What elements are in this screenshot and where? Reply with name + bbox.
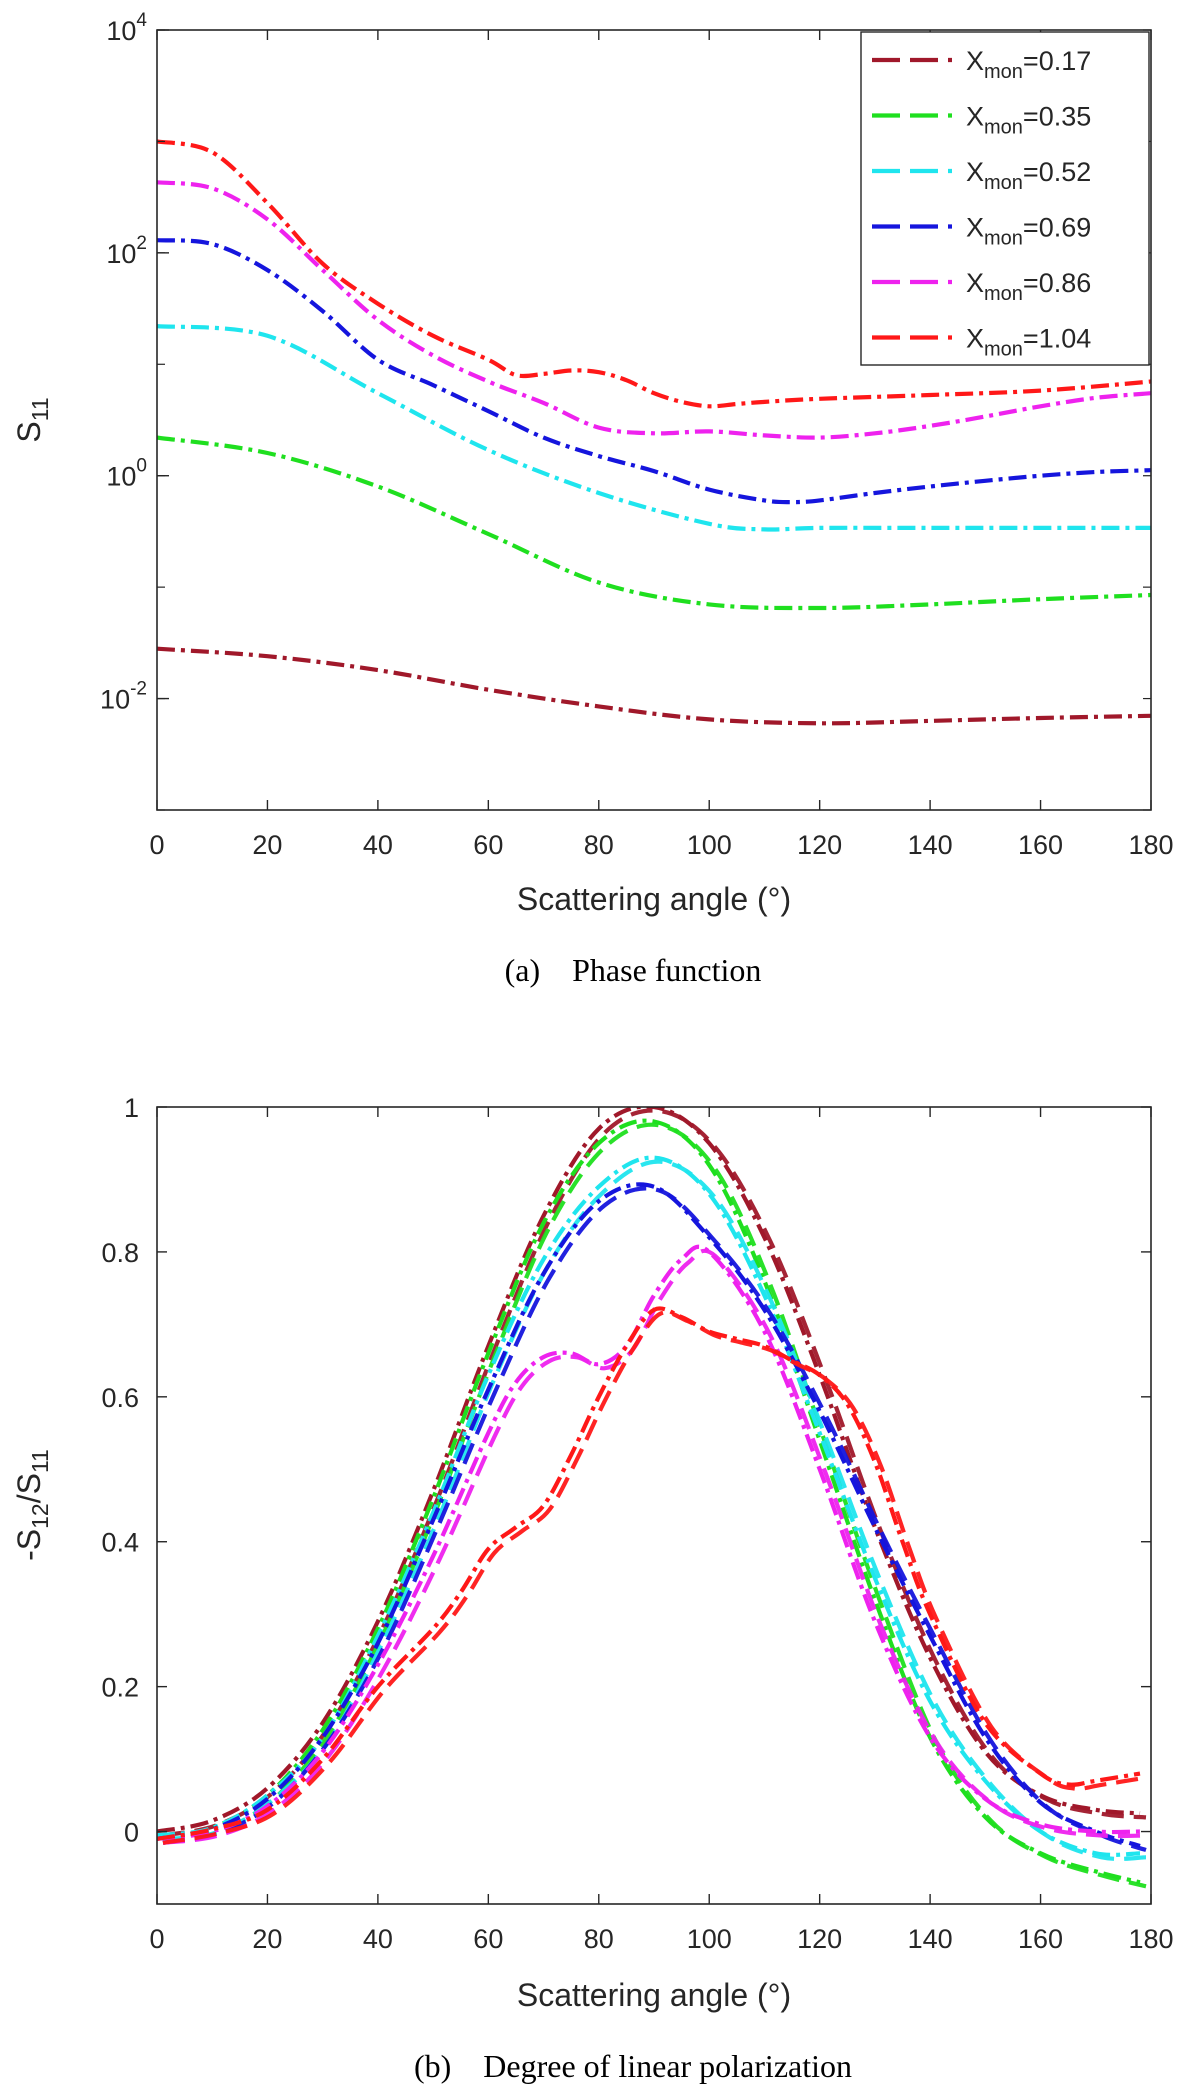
legend-label-6: Xmon=1.04 [966,324,1091,361]
panel-b-series-dashed-2 [162,1122,1147,1889]
panel-b-y-tick-label: 0.8 [101,1238,139,1268]
panel-b-degree-of-linear-polarization: 0 20 40 60 80 100 120 140 160 180 0 0.2 0.4 0.6 0.8 1 -… [11,1093,1174,2084]
panel-a-x-axis-label: Scattering angle (°) [517,881,791,917]
svg-text:-S12/S11: -S12/S11 [11,1449,53,1561]
panel-a-x-tick-label: 0 [149,830,164,860]
panel-a-x-tick-label: 60 [473,830,503,860]
panel-b-x-tick-label: 60 [473,1924,503,1954]
svg-text:S11: S11 [11,397,53,442]
panel-b-x-tick-label: 80 [584,1924,614,1954]
legend-box [860,31,1150,366]
panel-a-series-line-3 [157,324,1151,532]
panel-b-series-dashed-1 [162,1108,1147,1838]
panel-a-x-tick-label: 180 [1128,830,1173,860]
panel-a-y-tick-label: 102 [106,233,147,269]
panel-a-series-line-4 [157,238,1151,505]
legend-label-1: Xmon=0.17 [966,46,1091,83]
panel-b-x-tick-label: 40 [363,1924,393,1954]
panel-b-x-tick-label: 120 [797,1924,842,1954]
panel-a-caption: (a) Phase function [505,952,762,988]
panel-b-x-tick-label: 180 [1128,1924,1173,1954]
legend-label-3: Xmon=0.52 [966,157,1091,194]
panel-b-x-tick-label: 20 [252,1924,282,1954]
panel-a-x-tick-label: 160 [1018,830,1063,860]
panel-b-axes-box [156,1106,1152,1905]
panel-a-axes-box [156,29,1152,811]
panel-a-x-tick-label: 100 [687,830,732,860]
panel-b-series-line-4 [157,1182,1141,1849]
panel-a-series-line-6 [157,139,1151,409]
panel-a-x-tick-label: 140 [908,830,953,860]
panel-a-y-tick-label: 10-2 [100,679,147,715]
panel-b-x-tick-label: 160 [1018,1924,1063,1954]
legend-label-5: Xmon=0.86 [966,268,1091,305]
panel-a-x-tick-label: 80 [584,830,614,860]
panel-b-y-tick-label: 0.2 [101,1673,139,1703]
panel-b-series-line-1 [157,1107,1141,1834]
panel-b-y-tick-label: 1 [124,1093,139,1123]
panel-b-x-axis-label: Scattering angle (°) [517,1977,791,2013]
panel-b-series-line-2 [157,1118,1141,1885]
panel-b-caption: (b) Degree of linear polarization [414,2048,852,2084]
panel-b-x-tick-label: 100 [687,1924,732,1954]
panel-a-series-line-1 [157,646,1151,726]
panel-b-y-tick-label: 0 [124,1818,139,1848]
panel-b-x-tick-label: 0 [149,1924,164,1954]
panel-a-phase-function: 0 20 40 60 80 100 120 140 160 180 104 102 100 10-2 S1… [11,10,1174,988]
panel-b-x-tick-label: 140 [908,1924,953,1954]
panel-a-x-tick-label: 40 [363,830,393,860]
panel-a-y-axis-label: S11 [11,397,53,442]
panel-b-y-axis-label: -S12/S11 [11,1449,53,1561]
panel-a-series-line-5 [157,180,1151,440]
panel-a-x-tick-label: 20 [252,830,282,860]
panel-b-y-tick-label: 0.6 [101,1383,139,1413]
legend-label-2: Xmon=0.35 [966,102,1091,139]
legend-label-4: Xmon=0.69 [966,213,1091,250]
panel-a-x-tick-label: 120 [797,830,842,860]
panel-b-series-line-6 [157,1306,1141,1841]
legend: Xmon=0.17 Xmon=0.35 Xmon=0.52 Xmon=0.69 Xmon… [860,31,1150,366]
panel-a-series-line-2 [157,435,1151,611]
panel-b-y-tick-label: 0.4 [101,1528,139,1558]
panel-a-y-tick-label: 100 [106,456,147,492]
panel-a-y-tick-label: 104 [106,10,147,46]
